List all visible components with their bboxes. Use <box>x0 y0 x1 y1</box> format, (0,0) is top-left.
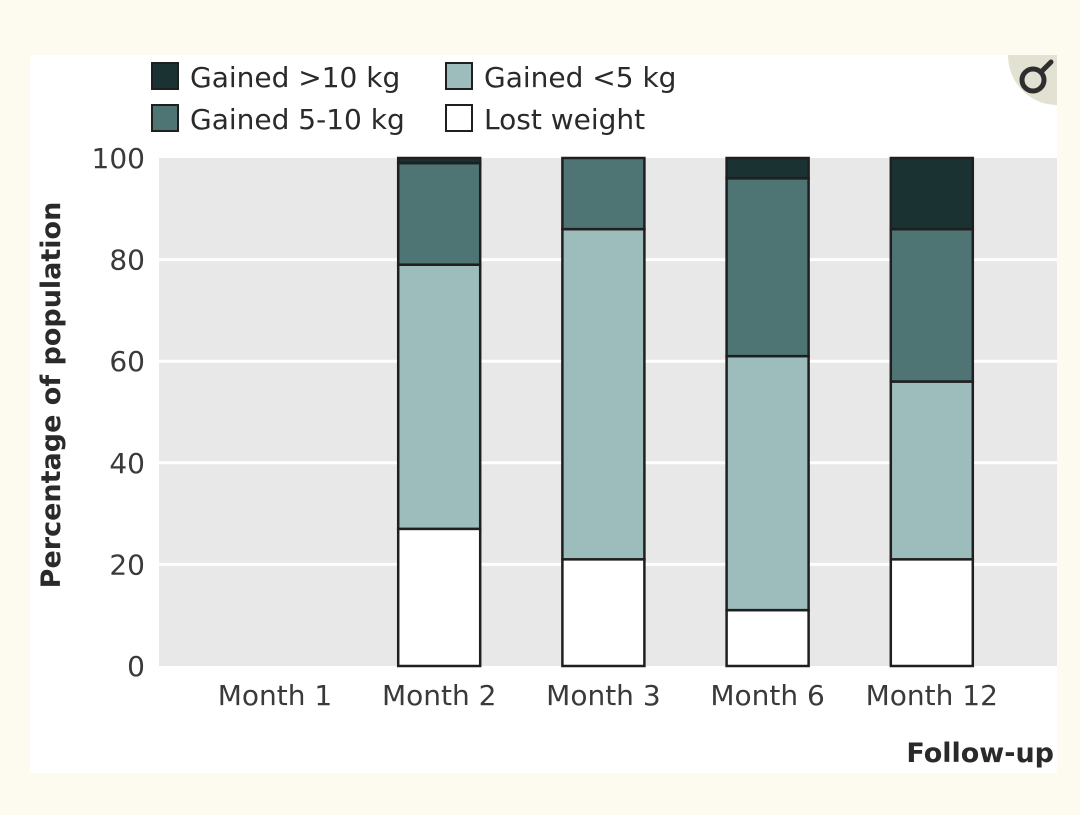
y-tick-label: 0 <box>127 650 145 683</box>
legend-swatch <box>151 62 179 90</box>
bar-segment <box>561 558 646 668</box>
bar-segment <box>725 177 810 358</box>
stacked-bar-chart: 0 20 40 60 80 100 Month 1 Month 2 Month 3 Month … <box>36 55 1057 769</box>
legend-label: Gained >10 kg <box>190 61 400 94</box>
x-axis-title: Follow-up <box>906 738 1054 769</box>
x-tick-label: Month 1 <box>218 679 332 712</box>
bar-segment <box>725 608 810 668</box>
x-tick-label: Month 2 <box>382 679 496 712</box>
legend-swatch <box>445 62 473 90</box>
legend-label: Lost weight <box>484 103 645 136</box>
bar-segment <box>889 380 975 561</box>
y-tick-label: 60 <box>109 345 145 378</box>
bar-segment <box>396 263 482 531</box>
legend-label: Gained 5-10 kg <box>190 103 405 136</box>
y-tick-label: 80 <box>109 244 145 277</box>
y-tick-label: 20 <box>109 548 145 581</box>
bar-segment <box>561 227 646 561</box>
bar-segment <box>396 161 482 266</box>
bar-segment <box>561 156 646 231</box>
legend-swatch <box>151 104 179 132</box>
bar-segment <box>725 354 810 612</box>
bar-segment <box>396 156 482 165</box>
bar-segment <box>889 156 975 231</box>
chart-card: 0 20 40 60 80 100 Month 1 Month 2 Month 3 Month … <box>30 55 1057 773</box>
bar-segment <box>889 558 975 668</box>
legend-label: Gained <5 kg <box>484 61 676 94</box>
bar-segment <box>396 527 482 668</box>
open-access-icon <box>1008 55 1057 105</box>
x-tick-label: Month 6 <box>710 679 824 712</box>
bar-segment <box>889 227 975 383</box>
legend-swatch <box>445 104 473 132</box>
y-axis-title: Percentage of population <box>36 202 67 589</box>
x-tick-label: Month 12 <box>866 679 998 712</box>
y-tick-label: 100 <box>92 142 145 175</box>
bar-segment <box>725 156 810 180</box>
x-tick-label: Month 3 <box>546 679 660 712</box>
y-tick-label: 40 <box>109 447 145 480</box>
